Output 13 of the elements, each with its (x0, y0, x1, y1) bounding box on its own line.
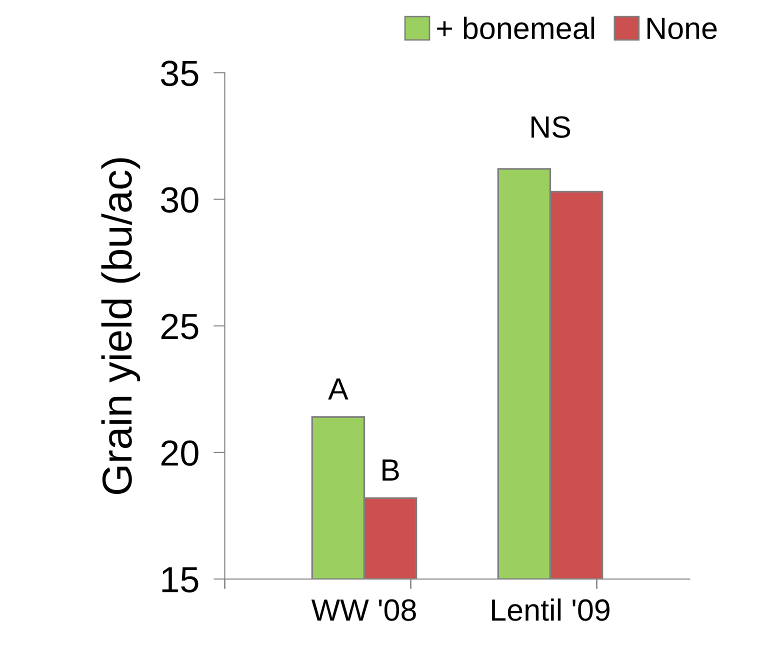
y-tick-label: 35 (160, 60, 198, 86)
legend-label: + bonemeal (437, 16, 594, 40)
x-tick-label: WW '08 (311, 599, 416, 621)
legend-label: None (648, 18, 717, 40)
annotation: B (382, 460, 399, 481)
annotation: A (328, 378, 348, 400)
y-tick-label: 15 (162, 567, 198, 592)
x-tick-label: Lentil '09 (492, 598, 610, 621)
y-tick-label: 30 (160, 187, 198, 213)
y-tick-label: 20 (161, 440, 198, 466)
annotation: NS (532, 116, 570, 138)
y-axis-title: Grain yield (bu/ac) (101, 158, 140, 494)
y-tick-label: 25 (161, 314, 198, 340)
